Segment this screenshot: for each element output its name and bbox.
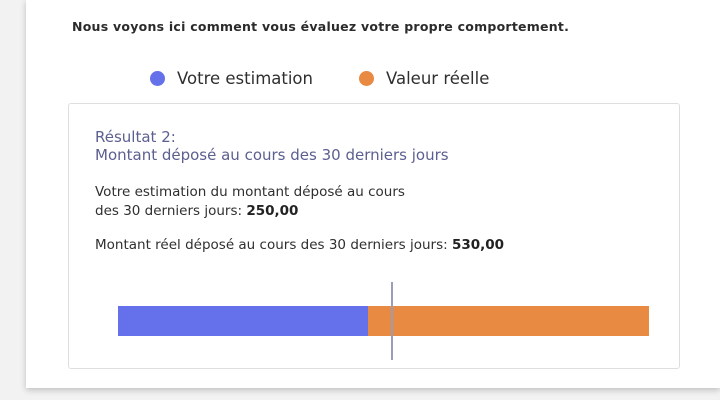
result-card: Résultat 2: Montant déposé au cours des … xyxy=(68,103,680,369)
estimate-text-line-2: des 30 derniers jours: 250,00 xyxy=(95,202,405,221)
legend-label-estimate: Votre estimation xyxy=(177,68,313,88)
estimate-bar-segment xyxy=(118,306,368,336)
comparison-bar xyxy=(118,306,649,336)
legend: Votre estimation Valeur réelle xyxy=(150,66,489,90)
estimate-text-line-1: Votre estimation du montant déposé au co… xyxy=(95,184,405,200)
result-title: Résultat 2: Montant déposé au cours des … xyxy=(95,128,449,164)
estimate-text-prefix: des 30 derniers jours: xyxy=(95,203,247,219)
actual-bar-segment xyxy=(368,306,649,336)
legend-item-actual: Valeur réelle xyxy=(358,68,490,88)
result-number: Résultat 2: xyxy=(95,128,176,146)
actual-statement: Montant réel déposé au cours des 30 dern… xyxy=(95,236,504,255)
legend-item-estimate: Votre estimation xyxy=(150,69,313,88)
estimate-statement: Votre estimation du montant déposé au co… xyxy=(95,183,405,221)
estimate-marker-line xyxy=(391,282,393,360)
legend-dot-actual-icon xyxy=(358,70,374,86)
result-subtitle: Montant déposé au cours des 30 derniers … xyxy=(95,146,449,164)
actual-text-prefix: Montant réel déposé au cours des 30 dern… xyxy=(95,237,452,253)
legend-dot-estimate-icon xyxy=(150,70,165,86)
estimate-value: 250,00 xyxy=(246,203,299,219)
legend-label-actual: Valeur réelle xyxy=(385,68,490,88)
page-header: Nous voyons ici comment vous évaluez vot… xyxy=(72,19,570,34)
actual-value: 530,00 xyxy=(451,237,505,253)
